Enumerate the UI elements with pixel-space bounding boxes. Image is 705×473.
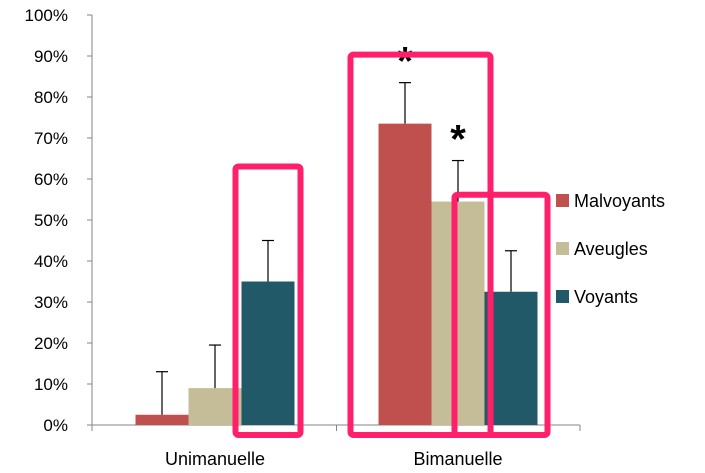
significance-asterisk: * xyxy=(450,118,466,162)
y-tick-label: 100% xyxy=(25,6,68,25)
y-tick-label: 70% xyxy=(34,129,68,148)
significance-markers: ** xyxy=(397,40,466,162)
x-category-label: Unimanuelle xyxy=(165,449,265,469)
y-tick-label: 20% xyxy=(34,334,68,353)
x-category-label: Bimanuelle xyxy=(413,449,502,469)
bar xyxy=(378,123,432,426)
y-tick-label: 0% xyxy=(43,416,68,435)
y-tick-label: 10% xyxy=(34,375,68,394)
bar xyxy=(135,414,189,425)
significance-asterisk: * xyxy=(397,40,413,84)
bar xyxy=(241,281,295,425)
y-tick-label: 40% xyxy=(34,252,68,271)
highlight-box xyxy=(347,51,494,439)
y-tick-label: 60% xyxy=(34,170,68,189)
legend: Malvoyants Aveugles Voyants xyxy=(556,191,665,307)
chart-bars xyxy=(135,123,538,426)
y-tick-label: 30% xyxy=(34,293,68,312)
legend-label: Malvoyants xyxy=(574,191,665,211)
highlight-box xyxy=(451,191,551,438)
legend-swatch xyxy=(556,242,569,255)
error-bars xyxy=(156,82,517,415)
legend-label: Voyants xyxy=(574,287,638,307)
legend-label: Aveugles xyxy=(574,239,648,259)
legend-swatch xyxy=(556,290,569,303)
y-tick-label: 90% xyxy=(34,47,68,66)
y-tick-label: 80% xyxy=(34,88,68,107)
highlight-box xyxy=(232,163,304,438)
highlight-boxes xyxy=(232,51,551,439)
y-tick-label: 50% xyxy=(34,211,68,230)
legend-swatch xyxy=(556,194,569,207)
bar xyxy=(431,201,485,425)
